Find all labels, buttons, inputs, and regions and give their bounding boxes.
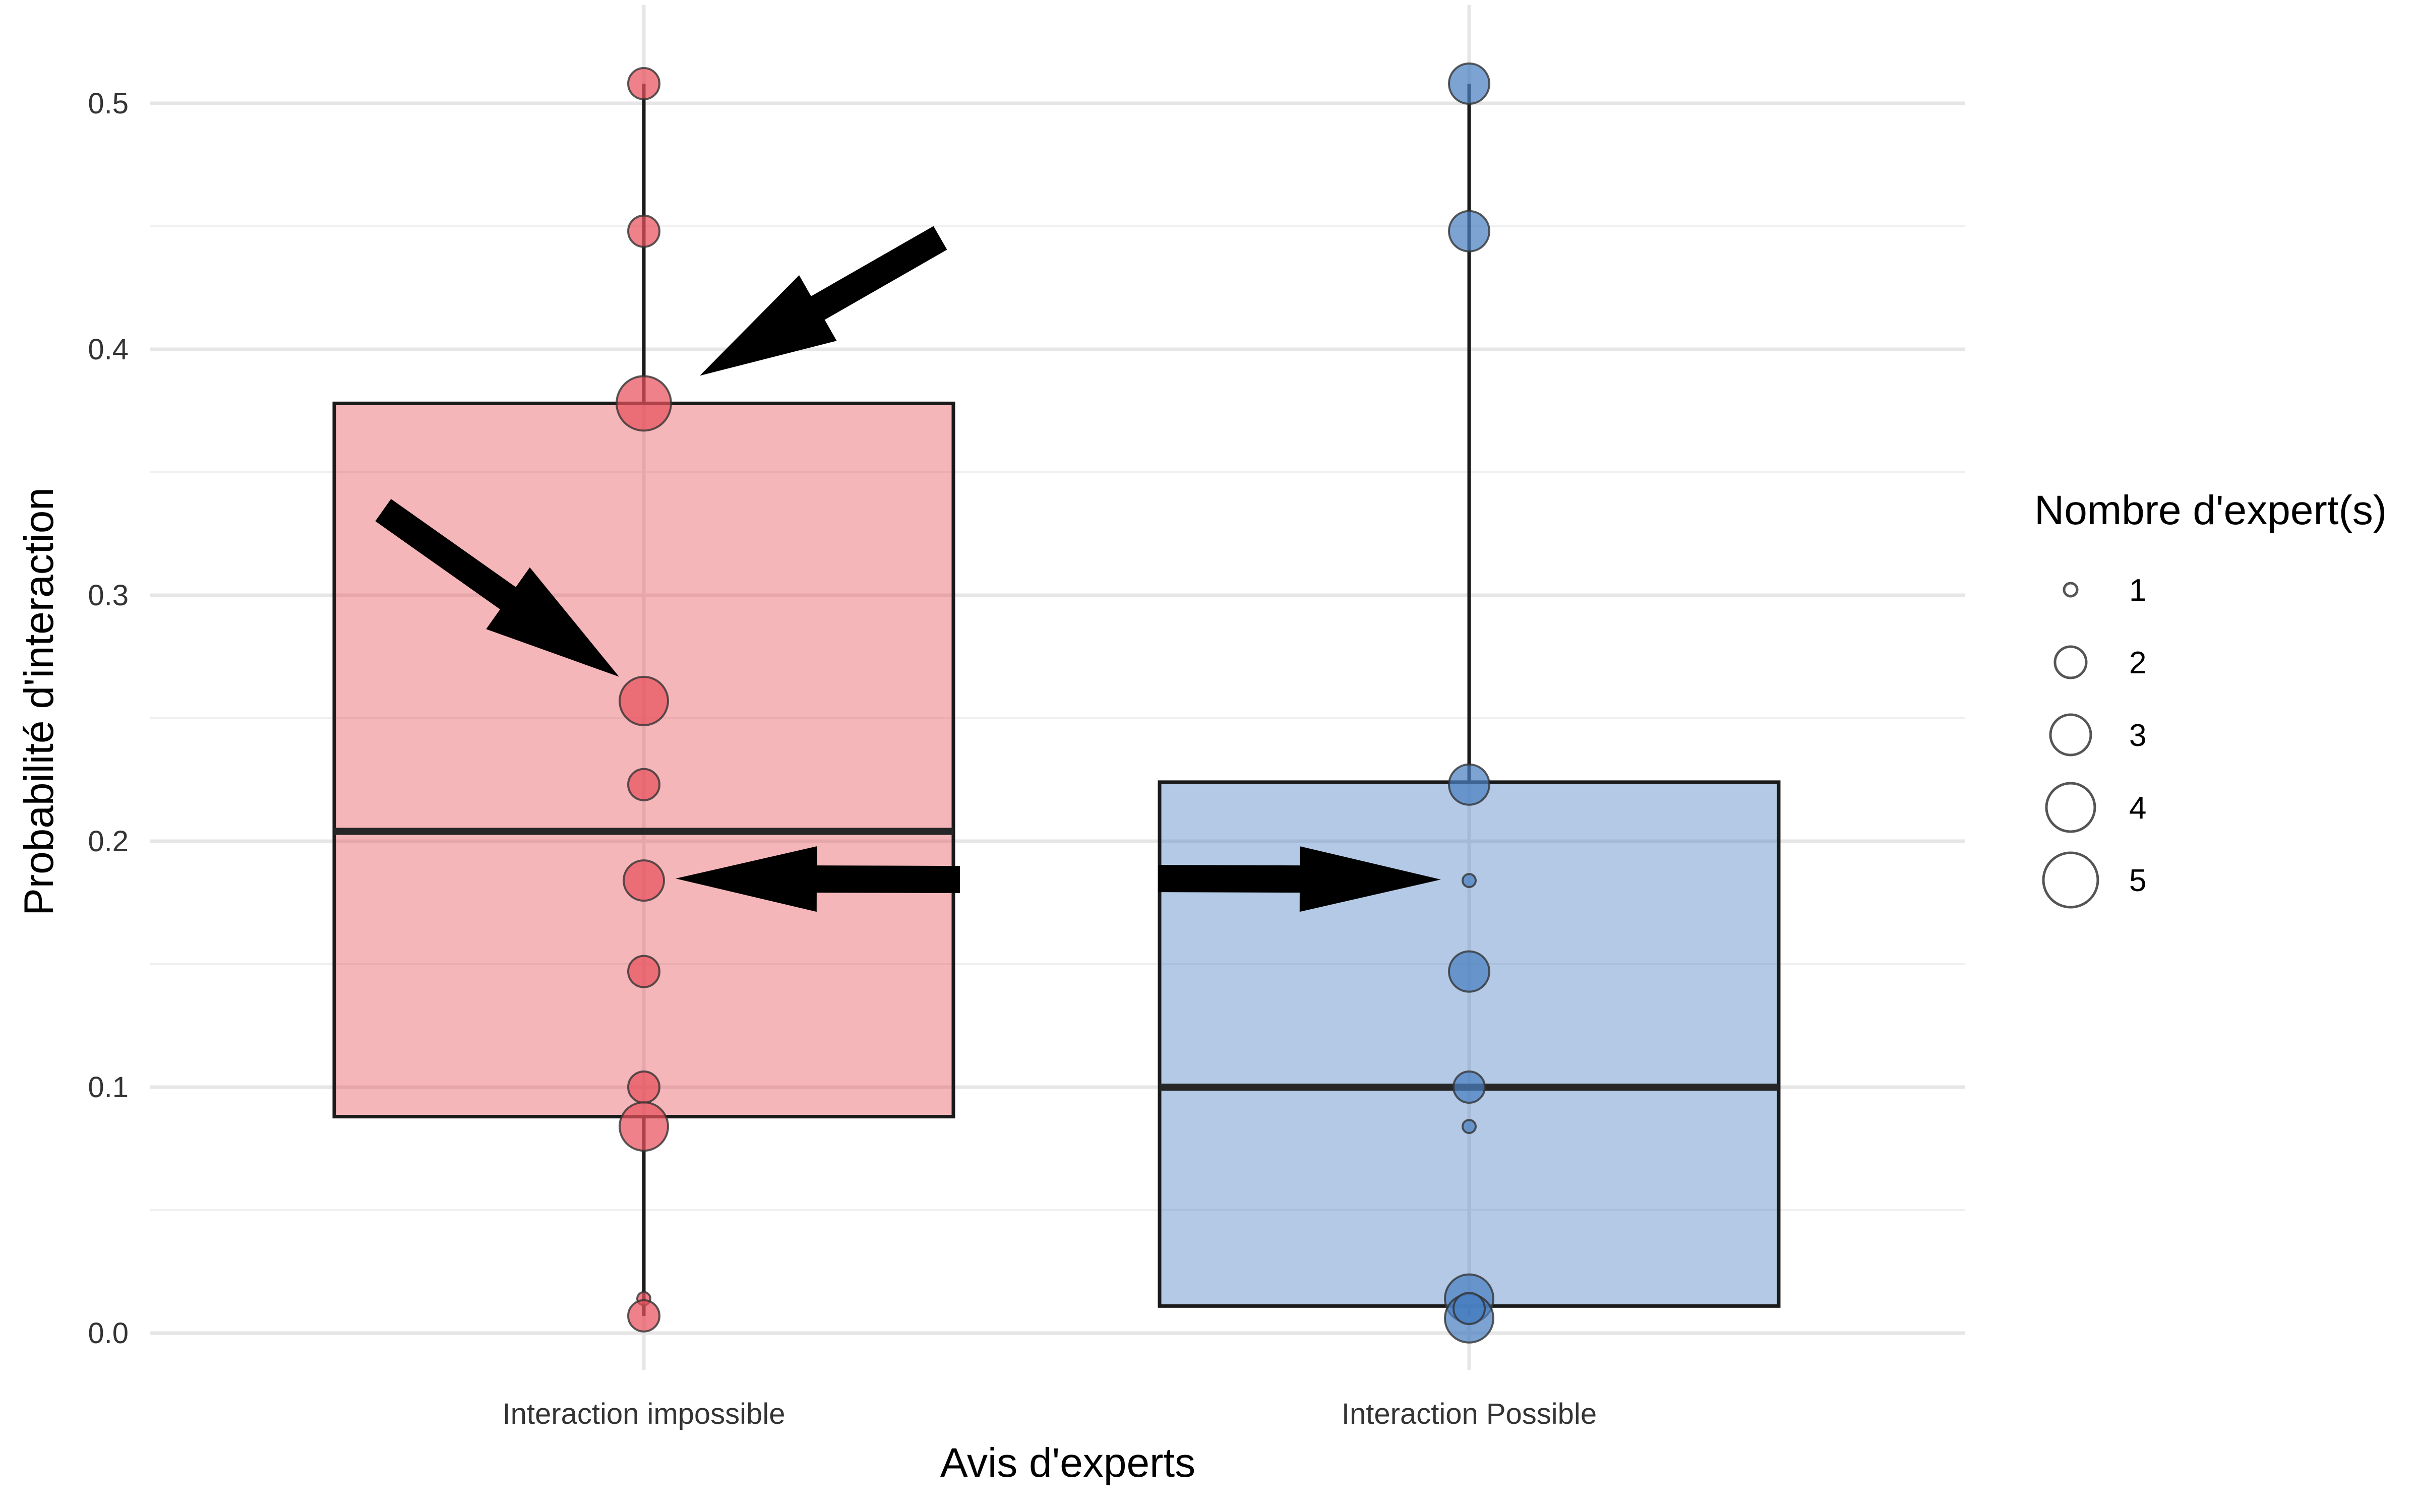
data-point [627,955,660,988]
legend-symbol [2053,645,2088,679]
annotation-arrows [375,226,1441,912]
data-point [627,1070,660,1104]
data-point [1453,1292,1486,1326]
y-tick-label: 0.3 [88,579,129,612]
x-axis-title: Avis d'experts [940,1440,1195,1486]
legend-label: 1 [2129,573,2146,608]
arrow [676,846,960,912]
data-point [1462,873,1477,889]
legend-symbol [2045,782,2096,833]
data-point [619,1101,669,1152]
x-axis: Interaction impossible Interaction Possib… [503,1398,1597,1430]
data-point [627,214,660,248]
data-point [627,1299,660,1333]
points [616,62,1494,1344]
data-point [623,859,665,902]
arrow [700,226,947,376]
legend-symbol [2049,713,2092,757]
y-tick-label: 0.5 [88,87,129,120]
data-point [1462,1119,1477,1135]
box [332,401,955,1119]
box [1158,780,1781,1308]
data-point [1448,210,1490,253]
data-point [627,67,660,100]
legend-symbol [2063,582,2079,598]
legend-label: 4 [2129,791,2146,826]
legend: Nombre d'expert(s) 1 2 3 4 5 [2034,487,2387,909]
data-point [1448,62,1490,105]
legend-label: 2 [2129,646,2146,680]
legend-title: Nombre d'expert(s) [2034,487,2387,533]
data-point [619,675,669,726]
legend-label: 5 [2129,863,2146,898]
data-point [1448,950,1490,993]
arrow [1158,846,1441,912]
data-point [616,375,672,432]
y-axis-title: Probabilité d'interaction [16,487,62,916]
data-point [1448,763,1490,806]
data-point [627,768,660,801]
y-tick-label: 0.1 [88,1071,129,1104]
data-point [1453,1070,1486,1104]
y-tick-label: 0.4 [88,333,129,366]
y-tick-label: 0.2 [88,825,129,858]
legend-label: 3 [2129,718,2146,753]
arrow [375,499,619,677]
x-tick-label: Interaction impossible [503,1398,785,1430]
y-axis: 0.0 0.1 0.2 0.3 0.4 0.5 [88,87,129,1350]
x-tick-label: Interaction Possible [1342,1398,1597,1430]
legend-symbol [2042,851,2099,909]
boxes [332,83,1781,1316]
y-tick-label: 0.0 [88,1317,129,1350]
